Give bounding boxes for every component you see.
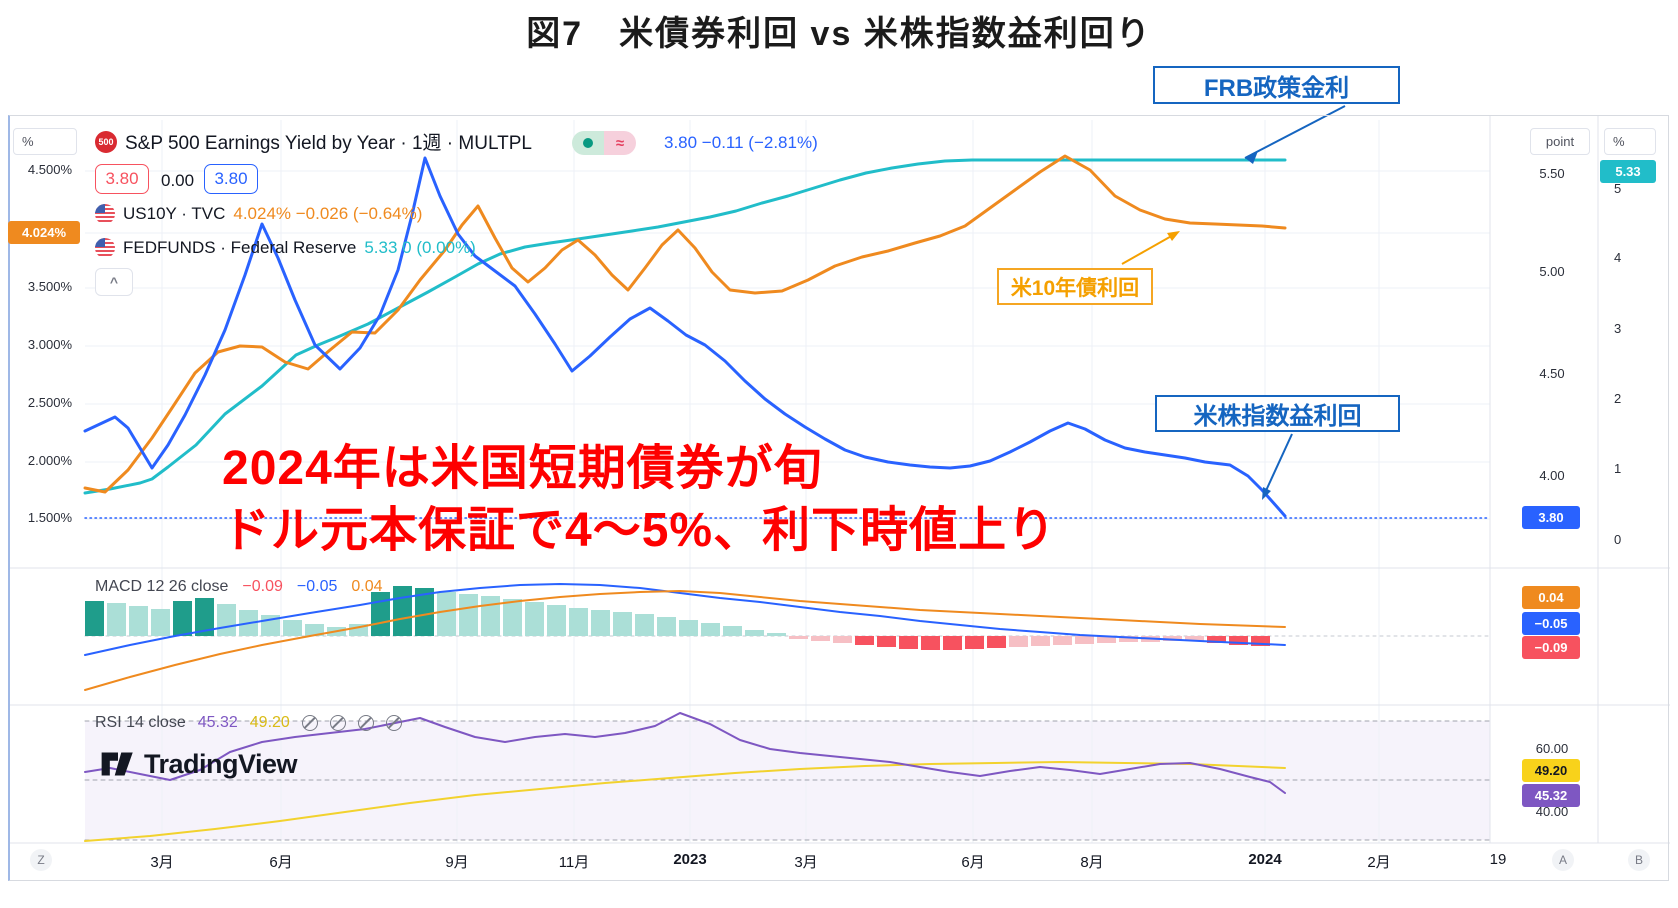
timezone-button[interactable]: Z (30, 849, 52, 871)
go-to-date-button-b[interactable]: B (1628, 849, 1650, 871)
time-tick: 8月 (1080, 854, 1104, 871)
annotation-red-text-line2[interactable]: ドル元本保証で4〜5%、利下時値上り (222, 504, 1057, 557)
time-tick: 3月 (794, 854, 818, 871)
hidden-level-icon[interactable] (329, 715, 346, 731)
legend-fedfunds-row[interactable]: FEDFUNDS · Federal Reserve 5.33 0 (0.00%… (95, 238, 476, 258)
legend-sp500-value: 3.80 −0.11 (−2.81%) (664, 133, 818, 152)
macd-signal-value: 0.04 (351, 578, 383, 595)
us-flag-icon (95, 238, 115, 258)
left-axis-tick: 3.500% (27, 279, 72, 294)
rsi-axis-tick: 60.00 (1535, 741, 1569, 756)
time-tick: 19 (1489, 851, 1507, 868)
legend-fedfunds-title: FEDFUNDS · Federal Reserve (123, 238, 357, 257)
macd-signal-label: 0.04 (1522, 586, 1580, 609)
rsi-title: RSI 14 close (95, 714, 186, 731)
percent-axis-tick: 1 (1614, 461, 1622, 476)
macd-hist-value: −0.09 (242, 578, 283, 595)
rsi-axis-tick: 40.00 (1535, 804, 1569, 819)
price-box-low[interactable]: 3.80 (95, 164, 149, 194)
point-axis-unit-button[interactable]: point (1530, 128, 1590, 155)
macd-hist-label: −0.09 (1522, 636, 1580, 659)
macd-legend[interactable]: MACD 12 26 close −0.09 −0.05 0.04 (95, 578, 383, 596)
price-box-mid: 0.00 (161, 171, 195, 190)
hidden-level-icon[interactable] (301, 715, 318, 731)
time-tick: 2月 (1367, 854, 1391, 871)
price-box-high[interactable]: 3.80 (204, 164, 258, 194)
tradingview-logo[interactable]: TradingView (100, 748, 298, 780)
percent-axis-tick: 0 (1614, 532, 1622, 547)
macd-line-label: −0.05 (1522, 612, 1580, 635)
legend-collapse-button[interactable]: ^ (95, 268, 133, 296)
annotation-us10y-label: 米10年債利回 (1010, 276, 1140, 300)
rsi-value-label: 45.32 (1522, 784, 1580, 807)
point-axis-tick: 4.00 (1539, 468, 1565, 483)
macd-value: −0.05 (296, 578, 338, 595)
rsi-value: 45.32 (197, 714, 238, 731)
annotation-us10y[interactable]: 米10年債利回 (997, 268, 1153, 305)
macd-title: MACD 12 26 close (95, 578, 229, 595)
left-axis-tick: 2.500% (27, 395, 72, 410)
percent-axis-tick: 2 (1614, 391, 1622, 406)
time-tick: 6月 (269, 854, 293, 871)
left-axis-tick: 3.000% (27, 337, 72, 352)
point-axis-tick: 4.50 (1539, 366, 1565, 381)
legend-sp500-row[interactable]: 500 S&P 500 Earnings Yield by Year · 1週 … (95, 128, 532, 155)
hidden-level-icon[interactable] (385, 715, 402, 731)
fedfunds-price-label: 5.33 (1600, 160, 1656, 183)
annotation-equity-label: 米株指数益利回 (1193, 403, 1362, 430)
legend-sp500-title: S&P 500 Earnings Yield by Year · 1週 · MU… (125, 133, 532, 154)
annotation-frb-label: FRB政策金利 (1203, 74, 1350, 102)
rsi-ma-value: 49.20 (249, 714, 290, 731)
rsi-legend[interactable]: RSI 14 close 45.32 49.20 (95, 714, 402, 732)
us-flag-icon (95, 204, 115, 224)
toggle-dot-icon (572, 131, 604, 155)
annotation-equity-yield[interactable]: 米株指数益利回 (1155, 395, 1400, 432)
left-axis-tick: 4.500% (27, 162, 72, 177)
legend-us10y-title: US10Y · TVC (123, 204, 226, 223)
visibility-toggle[interactable]: ≈ (572, 131, 636, 155)
toggle-approx-icon: ≈ (604, 131, 636, 155)
annotation-red-text-line1[interactable]: 2024年は米国短期債券が旬 (222, 442, 823, 495)
time-tick-year: 2023 (673, 851, 707, 868)
percent-axis-tick: 3 (1614, 321, 1622, 336)
page-title: 図7 米債券利回 vs 米株指数益利回り (526, 15, 1152, 53)
percent-axis-unit-button[interactable]: % (1604, 128, 1656, 155)
time-tick: 11月 (558, 854, 590, 871)
annotation-frb-policy-rate[interactable]: FRB政策金利 (1153, 66, 1400, 104)
rsi-ma-label: 49.20 (1522, 759, 1580, 782)
sp500-badge-icon: 500 (95, 130, 117, 153)
point-axis-tick: 5.50 (1539, 166, 1565, 181)
tradingview-wordmark: TradingView (144, 748, 298, 779)
point-axis-tick: 5.00 (1539, 264, 1565, 279)
time-tick: 6月 (961, 854, 985, 871)
go-to-date-button-a[interactable]: A (1552, 849, 1574, 871)
time-tick-year: 2024 (1248, 851, 1282, 868)
legend-us10y-value: 4.024% −0.026 (−0.64%) (233, 204, 423, 223)
us10y-price-label: 4.024% (8, 221, 80, 244)
percent-axis-tick: 5 (1614, 181, 1622, 196)
sp500-price-label: 3.80 (1522, 506, 1580, 529)
tradingview-mark-icon (101, 752, 133, 776)
left-axis-tick: 2.000% (27, 453, 72, 468)
time-tick: 3月 (150, 854, 174, 871)
percent-axis-tick: 4 (1614, 250, 1622, 265)
left-axis-tick: 1.500% (27, 510, 72, 525)
legend-us10y-row[interactable]: US10Y · TVC 4.024% −0.026 (−0.64%) (95, 204, 422, 224)
hidden-level-icon[interactable] (357, 715, 374, 731)
legend-fedfunds-value: 5.33 0 (0.00%) (364, 238, 476, 257)
time-tick: 9月 (445, 854, 469, 871)
left-axis-unit-button[interactable]: % (13, 128, 77, 155)
